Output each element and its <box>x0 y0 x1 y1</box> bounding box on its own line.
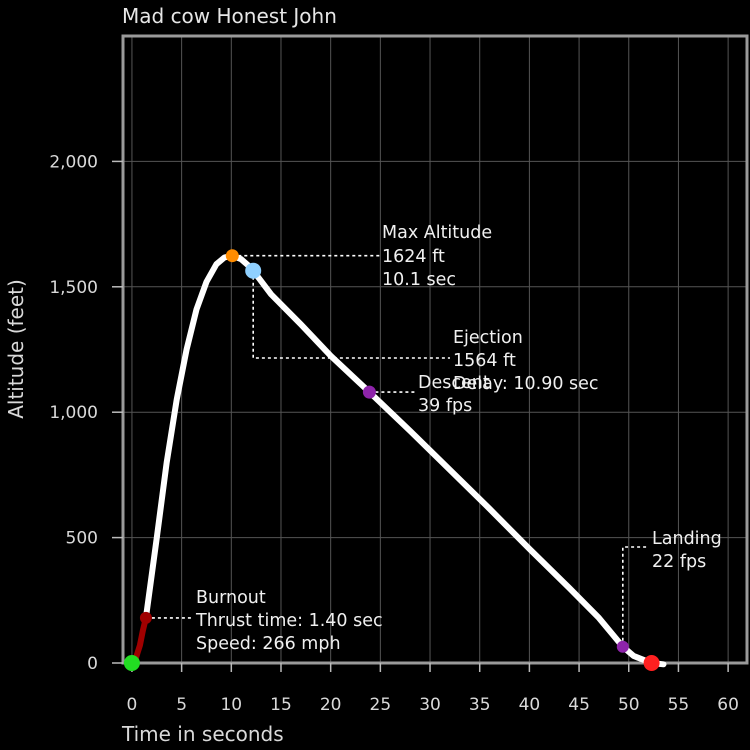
ejection-title: Ejection <box>453 328 523 348</box>
max-altitude-annotation: Max Altitude 1624 ft 10.1 sec <box>382 223 492 290</box>
x-tick-label: 35 <box>469 695 491 715</box>
x-tick-label: 10 <box>220 695 242 715</box>
annotation-leaders <box>145 254 648 647</box>
max-altitude-time: 10.1 sec <box>382 270 456 290</box>
ejection-leader <box>252 270 450 359</box>
landing-marker <box>643 655 660 671</box>
descent-rate: 39 fps <box>418 396 472 416</box>
flight-curve <box>142 252 667 668</box>
x-tick-label: 5 <box>176 695 187 715</box>
y-tick-label: 500 <box>66 529 98 549</box>
ejection-annotation: Ejection 1564 ft Delay: 10.90 sec <box>453 328 599 394</box>
landing-annotation: Landing 22 fps <box>652 529 722 572</box>
burnout-title: Burnout <box>196 588 266 608</box>
max-altitude-feet: 1624 ft <box>382 247 445 267</box>
y-tick-label: 1,500 <box>49 278 98 298</box>
y-tick-label: 2,000 <box>49 152 98 172</box>
x-tick-label: 25 <box>370 695 392 715</box>
y-tick-label: 0 <box>87 654 98 674</box>
chart-title: Mad cow Honest John <box>122 4 337 28</box>
y-tick-label: 1,000 <box>49 403 98 423</box>
x-tick-label: 40 <box>519 695 541 715</box>
x-tick-label: 0 <box>127 695 138 715</box>
x-tick-label: 20 <box>320 695 342 715</box>
y-axis-label: Altitude (feet) <box>4 279 28 419</box>
x-tick-label: 15 <box>270 695 292 715</box>
x-axis-label: Time in seconds <box>121 722 284 746</box>
burnout-annotation: Burnout Thrust time: 1.40 sec Speed: 266… <box>195 588 383 654</box>
landing-rate-marker <box>616 640 629 653</box>
x-tick-label: 60 <box>717 695 739 715</box>
y-axis-ticks: 0 500 1,000 1,500 2,000 <box>49 152 123 674</box>
x-axis-ticks: 0 5 10 15 20 25 30 35 40 45 50 55 60 <box>127 663 739 715</box>
event-markers <box>123 249 660 671</box>
descent-title: Descent <box>418 373 490 393</box>
grid-lines <box>123 36 747 663</box>
landing-title: Landing <box>652 529 722 549</box>
ejection-marker <box>245 262 262 279</box>
liftoff-marker <box>123 655 140 671</box>
x-tick-label: 55 <box>668 695 690 715</box>
x-tick-label: 30 <box>419 695 441 715</box>
burnout-marker <box>139 611 152 624</box>
burnout-thrust-time: Thrust time: 1.40 sec <box>195 611 383 631</box>
descent-annotation: Descent 39 fps <box>418 373 490 416</box>
descent-marker <box>362 385 376 399</box>
max-altitude-marker <box>225 249 239 263</box>
landing-leader <box>621 546 648 647</box>
burnout-speed: Speed: 266 mph <box>196 634 341 654</box>
x-tick-label: 50 <box>618 695 640 715</box>
x-tick-label: 45 <box>568 695 590 715</box>
ejection-altitude: 1564 ft <box>453 351 516 371</box>
plot-frame <box>121 34 749 665</box>
ejection-delay: Delay: 10.90 sec <box>453 374 599 394</box>
max-altitude-title: Max Altitude <box>382 223 492 243</box>
landing-rate: 22 fps <box>652 552 706 572</box>
